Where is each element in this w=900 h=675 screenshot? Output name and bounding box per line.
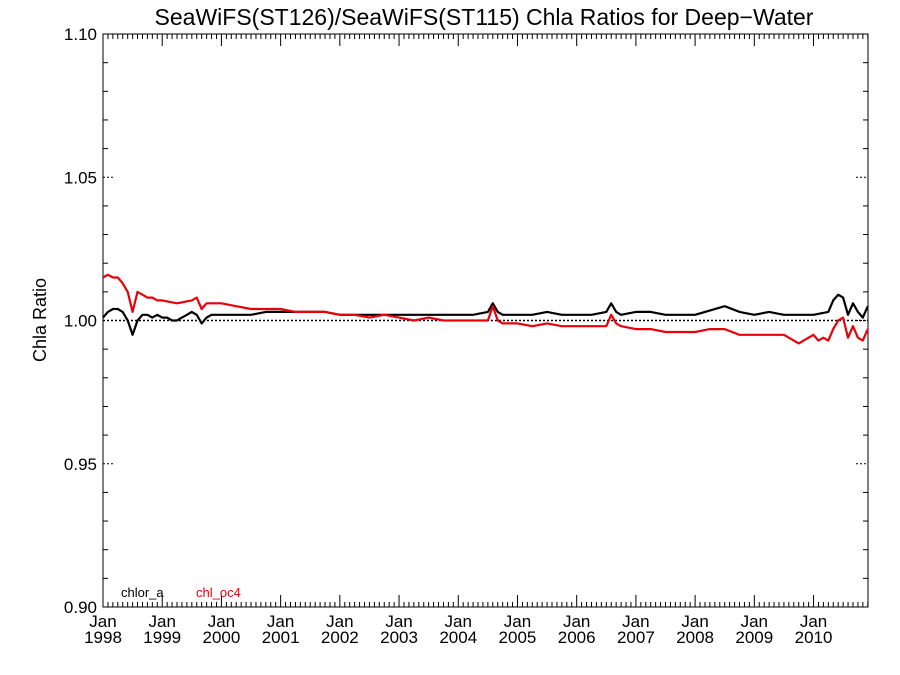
- x-tick-label-year: 1998: [84, 628, 122, 647]
- x-tick-label-month: Jan: [563, 612, 590, 631]
- x-tick-label-year: 2002: [321, 628, 359, 647]
- x-tick-label-month: Jan: [385, 612, 412, 631]
- x-tick-label-year: 2008: [676, 628, 714, 647]
- y-tick-label: 0.95: [64, 455, 97, 474]
- x-tick-label-month: Jan: [681, 612, 708, 631]
- axis-ticks: [102, 33, 869, 608]
- y-tick-label: 0.90: [64, 598, 97, 617]
- y-axis-title: Chla Ratio: [30, 278, 50, 362]
- series-line-chl-oc4: [102, 273, 869, 345]
- x-tick-label-year: 2000: [203, 628, 241, 647]
- legend-item-chlor-a: chlor_a: [121, 585, 164, 600]
- legend: chlor_a chl_oc4: [121, 585, 241, 600]
- y-tick-label: 1.00: [64, 312, 97, 331]
- y-tick-label: 1.05: [64, 168, 97, 187]
- tick-labels: 0.900.951.001.051.10Jan1998Jan1999Jan200…: [64, 25, 833, 647]
- legend-item-chl-oc4: chl_oc4: [196, 585, 241, 600]
- chart-title: SeaWiFS(ST126)/SeaWiFS(ST115) Chla Ratio…: [155, 4, 814, 30]
- y-tick-label: 1.10: [64, 25, 97, 44]
- x-tick-label-year: 2009: [735, 628, 773, 647]
- x-tick-label-month: Jan: [800, 612, 827, 631]
- x-tick-label-month: Jan: [89, 612, 116, 631]
- x-tick-label-month: Jan: [208, 612, 235, 631]
- x-tick-label-year: 2005: [499, 628, 537, 647]
- x-tick-label-year: 2001: [262, 628, 300, 647]
- x-tick-label-month: Jan: [445, 612, 472, 631]
- x-tick-label-month: Jan: [148, 612, 175, 631]
- series-line-chlor-a: [102, 293, 869, 336]
- x-tick-label-month: Jan: [267, 612, 294, 631]
- x-tick-label-year: 2007: [617, 628, 655, 647]
- series-group: [102, 273, 869, 345]
- x-tick-label-month: Jan: [504, 612, 531, 631]
- x-tick-label-year: 2006: [558, 628, 596, 647]
- x-tick-label-month: Jan: [326, 612, 353, 631]
- x-tick-label-year: 1999: [143, 628, 181, 647]
- x-tick-label-year: 2010: [795, 628, 833, 647]
- x-tick-label-year: 2004: [439, 628, 477, 647]
- x-tick-label-month: Jan: [741, 612, 768, 631]
- x-tick-label-month: Jan: [622, 612, 649, 631]
- x-tick-label-year: 2003: [380, 628, 418, 647]
